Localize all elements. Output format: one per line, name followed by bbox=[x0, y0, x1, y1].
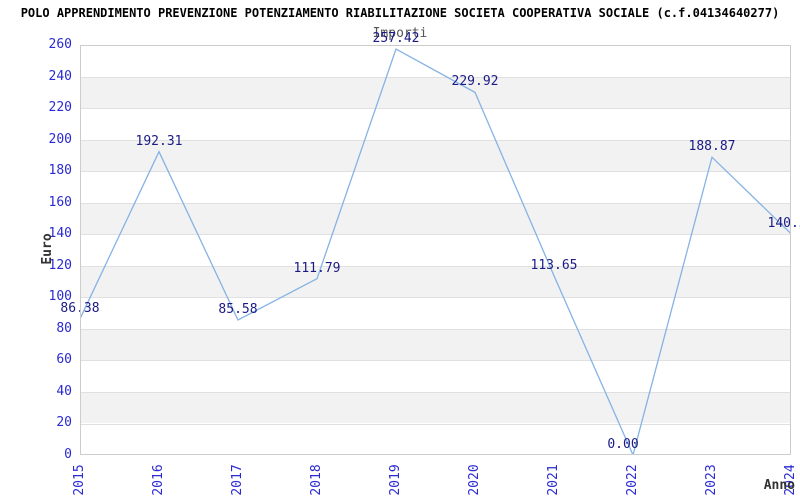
background-band bbox=[80, 328, 791, 361]
gridline bbox=[80, 234, 791, 236]
y-tick-label: 20 bbox=[56, 415, 72, 431]
x-tick-label: 2017 bbox=[230, 464, 245, 496]
point-label: 113.65 bbox=[530, 257, 578, 273]
gridline bbox=[80, 265, 791, 267]
y-tick-label: 100 bbox=[48, 289, 72, 305]
chart-title: POLO APPRENDIMENTO PREVENZIONE POTENZIAM… bbox=[20, 6, 780, 20]
plot-area: 86.38 192.31 85.58 111.79 257.42 229.92 113.65… bbox=[60, 32, 800, 455]
y-tick-label: 200 bbox=[48, 131, 72, 147]
chart-subtitle: Importi bbox=[372, 26, 428, 41]
y-tick-label: 180 bbox=[48, 163, 72, 179]
background-band bbox=[80, 202, 791, 235]
y-tick-label: 260 bbox=[48, 37, 72, 52]
background-band bbox=[80, 297, 791, 329]
y-tick-label: 80 bbox=[56, 320, 72, 336]
point-label: 229.92 bbox=[451, 74, 499, 90]
gridline bbox=[80, 391, 791, 393]
y-tick-label: 140 bbox=[48, 226, 72, 242]
gridline bbox=[80, 202, 791, 204]
background-band bbox=[80, 423, 791, 455]
background-band bbox=[80, 265, 791, 298]
background-band bbox=[80, 139, 791, 172]
gridline bbox=[80, 108, 791, 110]
point-label: 85.58 bbox=[218, 302, 258, 318]
point-label: 140.36 bbox=[767, 215, 800, 231]
x-tick-label: 2015 bbox=[72, 464, 87, 496]
background-band bbox=[80, 360, 791, 392]
gridline bbox=[80, 297, 791, 299]
point-label: 188.87 bbox=[688, 139, 736, 155]
y-tick-label: 0 bbox=[64, 447, 72, 462]
x-tick-label: 2020 bbox=[467, 464, 482, 496]
x-tick-label: 2018 bbox=[309, 464, 324, 496]
background-band bbox=[80, 108, 791, 140]
x-tick-label: 2019 bbox=[388, 464, 403, 496]
y-tick-label: 40 bbox=[56, 383, 72, 399]
x-tick-label: 2021 bbox=[546, 464, 561, 496]
point-label: 0.00 bbox=[607, 437, 639, 452]
line-series bbox=[80, 48, 791, 455]
point-label: 111.79 bbox=[293, 260, 341, 276]
gridline bbox=[80, 139, 791, 141]
x-axis-label: Anno bbox=[763, 478, 795, 493]
background-band bbox=[80, 171, 791, 203]
gridline bbox=[80, 171, 791, 173]
y-tick-label: 60 bbox=[56, 352, 72, 368]
x-tick-label: 2016 bbox=[151, 464, 166, 496]
gridline bbox=[80, 423, 791, 425]
point-label: 257.42 bbox=[372, 31, 420, 47]
y-tick-label: 120 bbox=[48, 257, 72, 273]
y-tick-label: 240 bbox=[48, 68, 72, 84]
background-band bbox=[80, 76, 791, 109]
y-tick-label: 160 bbox=[48, 194, 72, 210]
gridline bbox=[80, 76, 791, 78]
point-label: 192.31 bbox=[135, 133, 183, 149]
y-axis-label: Euro bbox=[40, 233, 55, 265]
x-tick-label: 2022 bbox=[625, 464, 640, 496]
background-band bbox=[80, 391, 791, 424]
gridline bbox=[80, 360, 791, 362]
y-tick-label: 220 bbox=[48, 100, 72, 116]
background-band bbox=[80, 234, 791, 266]
gridline bbox=[80, 328, 791, 330]
x-tick-label: 2023 bbox=[704, 464, 719, 496]
